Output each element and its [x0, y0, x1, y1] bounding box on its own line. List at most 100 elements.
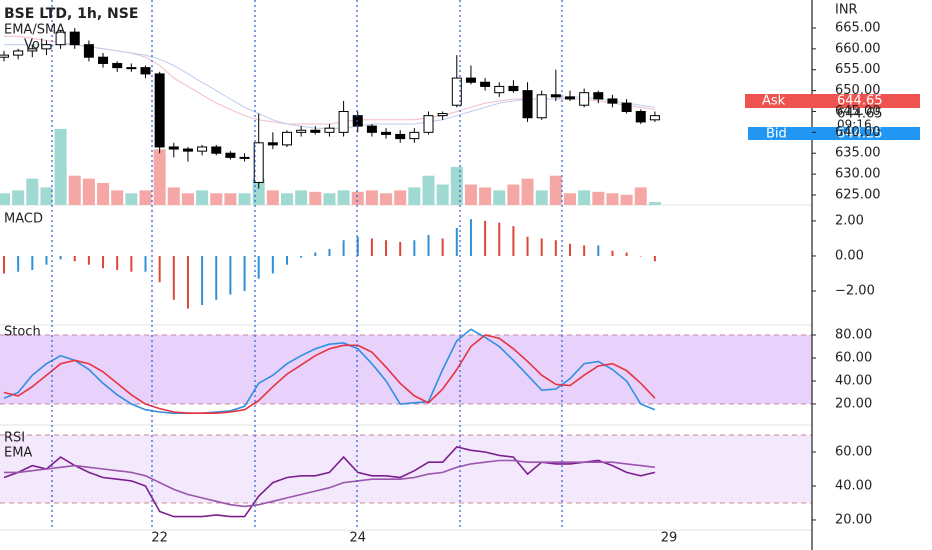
candle-body: [98, 56, 109, 64]
candle-body: [267, 142, 278, 146]
candle-body: [282, 131, 292, 146]
candle-body: [310, 129, 321, 133]
histogram-bar: [158, 255, 161, 283]
ask-price-tag: [812, 94, 920, 108]
volume-bar: [337, 190, 350, 205]
y-tick-label: 625.00: [835, 187, 881, 202]
histogram-bar: [455, 227, 458, 256]
x-tick-label: 24: [349, 531, 366, 546]
y-tick-label: 40.00: [835, 373, 872, 388]
candle-body: [324, 127, 335, 133]
candle-body: [126, 67, 137, 70]
histogram-bar: [526, 236, 529, 256]
candle-body: [352, 115, 363, 127]
volume-bar: [54, 128, 67, 205]
volume-bar: [634, 187, 647, 205]
ask-price: 644.65: [837, 94, 883, 109]
panel-title: RSI: [4, 431, 25, 446]
candle-body: [522, 90, 533, 119]
histogram-bar: [342, 240, 345, 256]
histogram-bar: [257, 255, 260, 279]
histogram-bar: [215, 255, 218, 300]
histogram-bar: [583, 245, 586, 256]
volume-bar: [167, 187, 180, 205]
volume-bar: [266, 190, 279, 205]
candle-body: [197, 146, 208, 152]
histogram-bar: [17, 255, 20, 272]
y-tick-label: 650.00: [835, 83, 881, 98]
candle-body: [381, 131, 392, 135]
y-tick-label: 645.00: [835, 104, 881, 119]
volume-bar: [0, 193, 10, 205]
candle-body: [536, 94, 547, 119]
bid-price: 644.25: [837, 127, 883, 142]
candle-body: [480, 81, 491, 87]
series-line: [3, 334, 656, 414]
volume-bar: [82, 178, 95, 205]
labels: BSE LTD, 1h, NSE EMA/SMA Vol MACD Stoch …: [4, 3, 920, 546]
histogram-bar: [144, 255, 147, 272]
histogram-bar: [87, 255, 90, 265]
volume-bar: [181, 193, 194, 205]
volume-bar: [238, 193, 251, 205]
indicator-label: EMA/SMA: [4, 23, 65, 38]
y-tick-label: 20.00: [835, 396, 872, 411]
volume-bar: [68, 175, 81, 205]
candle-body: [494, 85, 505, 94]
candle-body: [621, 102, 632, 112]
volume-label: Vol: [24, 38, 43, 53]
candle-body: [395, 133, 406, 140]
histogram-bar: [229, 255, 232, 295]
volume-bar: [309, 191, 322, 205]
series-line: [3, 328, 656, 414]
candle-body: [607, 98, 618, 104]
candle-body: [338, 110, 349, 133]
candle-body: [451, 77, 462, 106]
histogram-bar: [172, 255, 175, 300]
histogram-bar: [328, 248, 331, 256]
histogram-bar: [31, 255, 34, 270]
histogram-bar: [45, 255, 48, 265]
panel-title: MACD: [4, 212, 43, 227]
histogram-bar: [59, 255, 62, 260]
candle-body: [253, 142, 264, 183]
candle-body: [465, 77, 476, 83]
volume-bar: [111, 190, 124, 205]
candle-body: [423, 115, 434, 133]
candle-body: [41, 44, 52, 50]
volume-bar: [422, 175, 435, 205]
candle-body: [579, 92, 590, 106]
histogram-bar: [186, 255, 189, 309]
histogram-bar: [300, 255, 303, 258]
y-tick-label: 635.00: [835, 146, 881, 161]
volume-bar: [535, 190, 548, 205]
y-tick-label: 630.00: [835, 167, 881, 182]
band: [0, 335, 812, 404]
panel-subtitle: EMA: [4, 446, 32, 461]
histogram-bar: [484, 220, 487, 256]
volume-bar: [139, 190, 152, 205]
candle-body: [154, 73, 165, 148]
volume-bar: [507, 184, 520, 205]
candle-body: [69, 31, 80, 46]
volume-bar: [578, 190, 591, 205]
candle-body: [0, 54, 9, 58]
candle-body: [168, 146, 179, 150]
histogram-bar: [597, 245, 600, 256]
candle-body: [225, 152, 236, 158]
histogram-bar: [314, 252, 317, 256]
y-tick-label: 60.00: [835, 350, 872, 365]
y-tick-label: 665.00: [835, 20, 881, 35]
candle-body: [182, 148, 193, 152]
volume-bar: [97, 183, 110, 205]
y-tick-label: 660.00: [835, 41, 881, 56]
volume-bar: [323, 193, 336, 205]
ask-tag: [745, 94, 812, 108]
candle-body: [649, 115, 660, 121]
session-lines: [51, 0, 563, 530]
volume-bar: [620, 194, 633, 205]
y-tick-label: 60.00: [835, 445, 872, 460]
histogram-bar: [102, 255, 105, 269]
band: [0, 435, 812, 503]
volume-bar: [295, 190, 308, 205]
